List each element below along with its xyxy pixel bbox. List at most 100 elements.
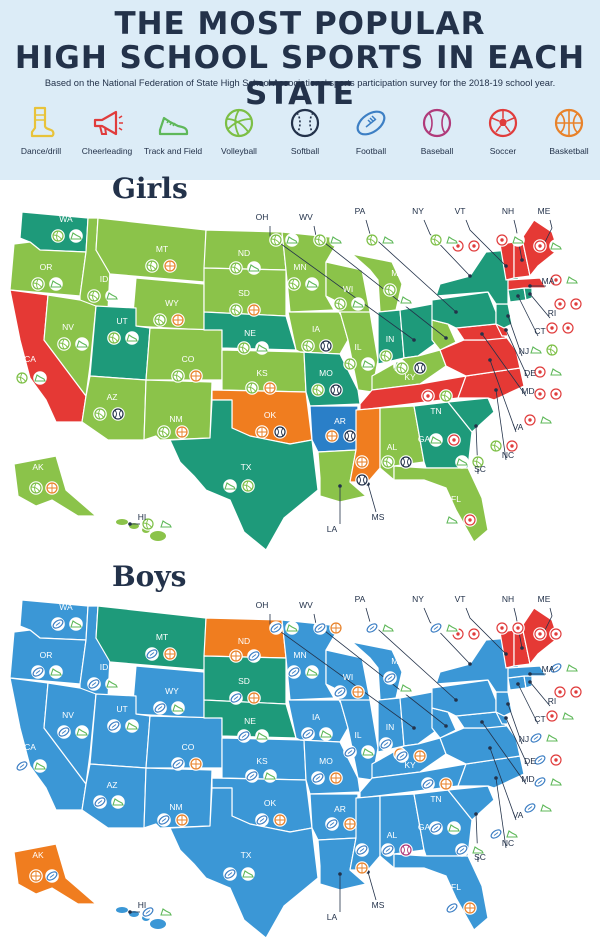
leader-line-NC: [495, 777, 507, 849]
callout-icons-CT: [545, 321, 575, 335]
state-label-MS: MS: [372, 900, 385, 910]
icon-badge: [69, 229, 83, 243]
running-shoe-icon: [158, 116, 189, 136]
icon-badge: [111, 795, 125, 809]
sport-icons-GA: [429, 433, 461, 447]
sport-icons-ND: [229, 649, 261, 663]
icon-badge: [49, 665, 63, 679]
state-NM: [143, 379, 213, 441]
state-MT: [95, 605, 207, 671]
icon-badge: [539, 801, 553, 815]
sport-icons-CA: [15, 371, 47, 385]
state-TX: [169, 399, 319, 551]
leader-line-DE: [505, 329, 529, 379]
sport-icons-AR: [325, 429, 357, 443]
icon-badge: [329, 233, 343, 247]
leader-line-NC: [495, 389, 507, 461]
state-label-AL: AL: [387, 830, 398, 840]
legend-label: Cheerleading: [81, 146, 133, 156]
state-label-UT: UT: [116, 316, 127, 326]
leader-line-OH: [269, 614, 415, 729]
sport-icons-NV: [57, 337, 89, 351]
leader-line-MS: [367, 871, 377, 901]
legend-item-dance: Dance/drill: [10, 106, 72, 156]
callout-icons-MA: [549, 273, 579, 287]
state-label-AK: AK: [32, 850, 44, 860]
icon-badge: [565, 273, 579, 287]
callout-icons-RI: [553, 685, 583, 699]
boys-map: WA OR CA ID NV MT WY UT AZ CO NM ND SD NE KS OK TX MN IA MO…: [0, 588, 600, 943]
page-subtitle: Based on the National Federation of Stat…: [44, 78, 556, 88]
sport-icons-TX: [223, 867, 255, 881]
state-label-OH: OH: [256, 600, 269, 610]
callout-icons-OH: [269, 621, 299, 635]
state-SC: [447, 397, 495, 433]
legend: Dance/drill Cheerleading Track and Field…: [10, 106, 590, 166]
icon-badge: [565, 661, 579, 675]
legend-label: Volleyball: [221, 146, 257, 156]
state-label-VT: VT: [455, 594, 466, 604]
icon-badge: [159, 905, 173, 919]
callout-icons-MD: [533, 775, 563, 789]
state-label-NJ: NJ: [519, 734, 529, 744]
megaphone-icon: [93, 110, 123, 136]
callout-icons-ME: [533, 239, 563, 253]
sport-icons-AK: [29, 481, 59, 495]
state-label-OK: OK: [264, 410, 277, 420]
state-label-CO: CO: [182, 742, 195, 752]
sport-icons-WA: [51, 229, 83, 243]
state-HI: [116, 907, 128, 913]
legend-item-cheer: Cheerleading: [76, 106, 138, 156]
state-label-SC: SC: [474, 852, 486, 862]
leader-dot-NY: [468, 274, 472, 278]
sport-icons-TX: [223, 479, 255, 493]
sport-icons-KS: [245, 381, 277, 395]
state-label-AZ: AZ: [107, 780, 118, 790]
callout-icons-SC: [455, 455, 485, 469]
state-label-MS: MS: [372, 512, 385, 522]
state-label-OR: OR: [40, 650, 53, 660]
leader-dot-OH: [412, 338, 416, 342]
icon-badge: [125, 331, 139, 345]
callout-icons-NJ: [529, 343, 559, 357]
icon-badge: [247, 261, 261, 275]
page-title-line2: HIGH SCHOOL SPORTS IN EACH STATE: [14, 40, 586, 112]
leader-dot-WV: [444, 724, 448, 728]
state-label-MD: MD: [521, 386, 534, 396]
state-label-ME: ME: [538, 594, 551, 604]
state-label-DE: DE: [524, 756, 536, 766]
leader-dot-RI: [528, 292, 532, 296]
callout-icons-DE: [533, 365, 563, 379]
callout-icons-NJ: [529, 731, 559, 745]
sport-icons-AL: [381, 455, 413, 469]
leader-line-VT: [465, 607, 507, 655]
state-label-AR: AR: [334, 804, 346, 814]
callout-icons-NC: [489, 827, 519, 841]
sport-icons-CA: [15, 759, 47, 773]
state-label-RI: RI: [548, 696, 557, 706]
state-label-IL: IL: [354, 730, 361, 740]
legend-item-baseball: Baseball: [406, 106, 468, 156]
legend-label: Soccer: [489, 146, 517, 156]
leader-line-ME: [543, 219, 553, 245]
leader-dot-HI: [128, 522, 132, 526]
callout-icons-PA: [365, 233, 395, 247]
state-label-ME: ME: [538, 206, 551, 216]
sport-icons-NM: [157, 813, 189, 827]
leader-dot-MA: [528, 672, 532, 676]
icon-badge: [445, 621, 459, 635]
callout-icons-DE: [533, 753, 563, 767]
state-label-MN: MN: [293, 262, 306, 272]
state-label-ID: ID: [100, 274, 109, 284]
state-PA: [431, 291, 497, 329]
leader-dot-DE: [504, 716, 508, 720]
state-label-ND: ND: [238, 248, 250, 258]
leader-dot-NJ: [506, 702, 510, 706]
legend-label: Softball: [290, 146, 320, 156]
callout-icons-NH: [495, 621, 525, 635]
callout-icons-OH: [269, 233, 299, 247]
legend-item-softball: Softball: [274, 106, 336, 156]
state-AZ: [81, 375, 147, 441]
sport-icons-OK: [255, 813, 287, 827]
legend-label: Basketball: [549, 146, 589, 156]
